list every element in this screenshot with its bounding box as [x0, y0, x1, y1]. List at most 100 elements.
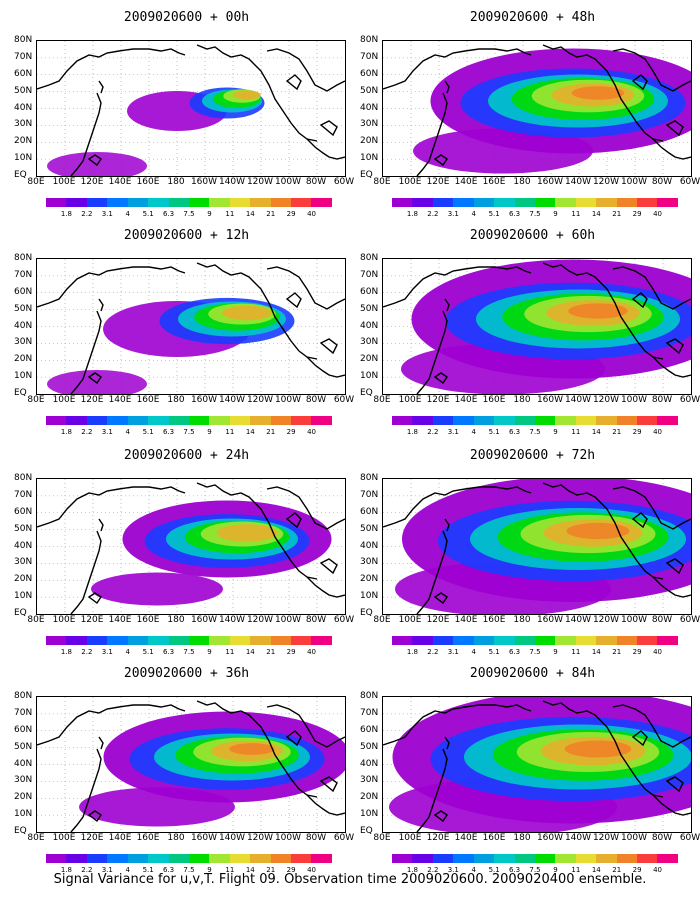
- latitude-label: 40N: [14, 758, 33, 769]
- variance-field: [229, 743, 275, 755]
- longitude-label: 80W: [305, 833, 327, 843]
- latitude-label: 70N: [360, 51, 379, 62]
- colorbar-label: 21: [612, 428, 622, 436]
- colorbar-label: 7.5: [183, 866, 195, 874]
- longitude-label: 140E: [108, 177, 132, 187]
- colorbar-label: 4: [471, 210, 476, 218]
- coastline: [433, 372, 448, 385]
- coastline: [542, 262, 664, 360]
- colorbar: [46, 854, 332, 863]
- colorbar-swatch: [657, 416, 678, 425]
- colorbar-swatch: [148, 636, 169, 645]
- latitude-label: 70N: [14, 51, 33, 62]
- longitude-label: 120W: [592, 177, 620, 187]
- panel-title: 2009020600 + 12h: [123, 228, 250, 243]
- colorbar-label: 5.1: [488, 210, 500, 218]
- colorbar-label: 4: [471, 428, 476, 436]
- longitude-label: 140E: [454, 177, 478, 187]
- colorbar-label: 29: [632, 210, 642, 218]
- colorbar-label: 2.2: [81, 428, 93, 436]
- coastline: [433, 154, 448, 167]
- colorbar-swatch: [46, 854, 67, 863]
- coastline: [542, 700, 664, 798]
- longitude-label: 80W: [305, 177, 327, 187]
- colorbar-swatch: [657, 198, 678, 207]
- longitude-label: 80W: [651, 615, 673, 625]
- longitude-label: 100E: [52, 395, 76, 405]
- colorbar-label: 9: [553, 866, 558, 874]
- coastline: [285, 512, 302, 529]
- coastline: [87, 372, 102, 385]
- latitude-label: EQ: [360, 608, 373, 618]
- longitude-label: 140W: [564, 395, 592, 405]
- colorbar-swatch: [473, 636, 495, 645]
- longitude-label: 140W: [564, 833, 592, 843]
- longitude-label: 160W: [190, 177, 218, 187]
- colorbar-swatch: [494, 416, 515, 425]
- figure-caption: Signal Variance for u,v,T. Flight 09. Ob…: [53, 872, 647, 887]
- colorbar-swatch: [127, 636, 149, 645]
- colorbar-swatch: [432, 198, 454, 207]
- colorbar-swatch: [188, 636, 210, 645]
- latitude-label: 50N: [14, 741, 33, 752]
- map-area: [382, 696, 692, 833]
- colorbar-label: 3.1: [101, 866, 113, 874]
- longitude-label: 120W: [592, 615, 620, 625]
- colorbar-label: 4: [125, 428, 130, 436]
- latitude-label: EQ: [14, 608, 27, 618]
- variance-field: [233, 90, 261, 100]
- colorbar-label: 1.8: [406, 210, 418, 218]
- longitude-label: 120W: [592, 833, 620, 843]
- colorbar-swatch: [453, 198, 474, 207]
- coastline: [319, 558, 338, 575]
- latitude-label: 20N: [360, 792, 379, 803]
- longitude-label: 80E: [27, 833, 45, 843]
- longitude-label: 120W: [246, 615, 274, 625]
- colorbar-swatch: [473, 416, 495, 425]
- colorbar-label: 14: [591, 648, 601, 656]
- latitude-label: 20N: [360, 574, 379, 585]
- latitude-label: 50N: [360, 85, 379, 96]
- colorbar-swatch: [311, 636, 332, 645]
- colorbar-label: 14: [591, 866, 601, 874]
- longitude-label: 100W: [620, 833, 648, 843]
- coastline: [98, 298, 104, 312]
- longitude-label: 140W: [218, 833, 246, 843]
- latitude-label: 40N: [360, 540, 379, 551]
- coastline: [266, 266, 345, 310]
- colorbar-label: 29: [632, 866, 642, 874]
- panel-title: 2009020600 + 72h: [469, 448, 596, 463]
- coastline: [433, 592, 448, 605]
- map-area: [36, 258, 346, 395]
- colorbar-label: 21: [266, 648, 276, 656]
- coastline: [416, 92, 448, 176]
- colorbar-label: 1.8: [60, 866, 72, 874]
- colorbar-label: 6.3: [508, 210, 521, 218]
- longitude-label: 140W: [564, 615, 592, 625]
- latitude-label: 20N: [360, 136, 379, 147]
- colorbar-swatch: [657, 636, 678, 645]
- colorbar-swatch: [657, 854, 678, 863]
- colorbar-swatch: [555, 854, 576, 863]
- longitude-label: 120E: [426, 833, 450, 843]
- colorbar-swatch: [66, 636, 87, 645]
- colorbar-label: 14: [245, 866, 255, 874]
- longitude-label: 140W: [218, 177, 246, 187]
- colorbar-label: 5.1: [488, 428, 500, 436]
- latitude-label: 50N: [14, 85, 33, 96]
- longitude-label: 160E: [482, 177, 506, 187]
- colorbar-label: 5.1: [488, 648, 500, 656]
- colorbar-swatch: [229, 416, 251, 425]
- colorbar-label: 4: [125, 866, 130, 874]
- colorbar-swatch: [637, 636, 658, 645]
- colorbar-label: 1.8: [60, 210, 72, 218]
- latitude-label: 30N: [14, 775, 33, 786]
- variance-field: [413, 128, 593, 174]
- colorbar-swatch: [270, 198, 292, 207]
- coastline: [631, 74, 648, 91]
- colorbar-label: 40: [307, 866, 317, 874]
- latitude-label: EQ: [14, 388, 27, 398]
- latitude-label: 50N: [360, 303, 379, 314]
- colorbar-label: 7.5: [529, 866, 541, 874]
- latitude-label: 60N: [360, 724, 379, 735]
